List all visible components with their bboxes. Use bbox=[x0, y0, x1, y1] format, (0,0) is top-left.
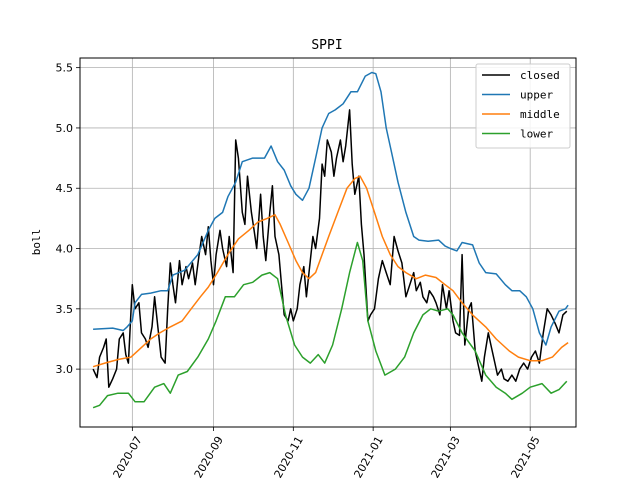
legend-box bbox=[475, 63, 571, 149]
y-tick-label: 4.5 bbox=[56, 182, 74, 195]
series-line-middle bbox=[92, 175, 569, 368]
x-tick-label: 2020-11 bbox=[272, 434, 306, 480]
series-layer bbox=[92, 71, 569, 409]
series-line-closed bbox=[92, 109, 568, 388]
plot-frame bbox=[79, 57, 577, 428]
y-axis: 3.0 3.5 4.0 4.5 5.0 5.5 bbox=[56, 62, 80, 376]
x-tick-label: 2020-09 bbox=[192, 434, 226, 480]
legend-label-lower: lower bbox=[520, 128, 553, 141]
y-tick-label: 3.5 bbox=[56, 303, 74, 316]
y-axis-label: boll bbox=[30, 229, 43, 256]
series-line-upper bbox=[93, 71, 569, 346]
y-tick-label: 3.0 bbox=[56, 363, 74, 376]
series-line-lower bbox=[92, 241, 568, 409]
y-tick-label: 4.0 bbox=[56, 243, 74, 256]
legend-label-middle: middle bbox=[520, 108, 560, 121]
chart-title: SPPI bbox=[311, 38, 342, 53]
y-tick-label: 5.5 bbox=[56, 62, 74, 75]
legend-label-closed: closed bbox=[520, 69, 560, 82]
legend-label-upper: upper bbox=[520, 89, 553, 102]
x-tick-label: 2021-05 bbox=[508, 434, 542, 480]
x-tick-label: 2021-01 bbox=[351, 434, 385, 480]
x-tick-label: 2021-03 bbox=[429, 434, 463, 480]
x-axis: 2020-07 2020-09 2020-11 2021-01 2021-03 2021-… bbox=[111, 427, 543, 480]
y-tick-label: 5.0 bbox=[56, 122, 74, 135]
x-tick-label: 2020-07 bbox=[111, 434, 145, 480]
legend: closed upper middle lower bbox=[475, 63, 571, 149]
